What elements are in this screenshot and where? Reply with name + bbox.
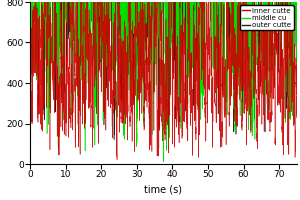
X-axis label: time (s): time (s) xyxy=(145,185,182,195)
Legend: inner cutte, middle cu, outer cutte: inner cutte, middle cu, outer cutte xyxy=(240,5,293,30)
